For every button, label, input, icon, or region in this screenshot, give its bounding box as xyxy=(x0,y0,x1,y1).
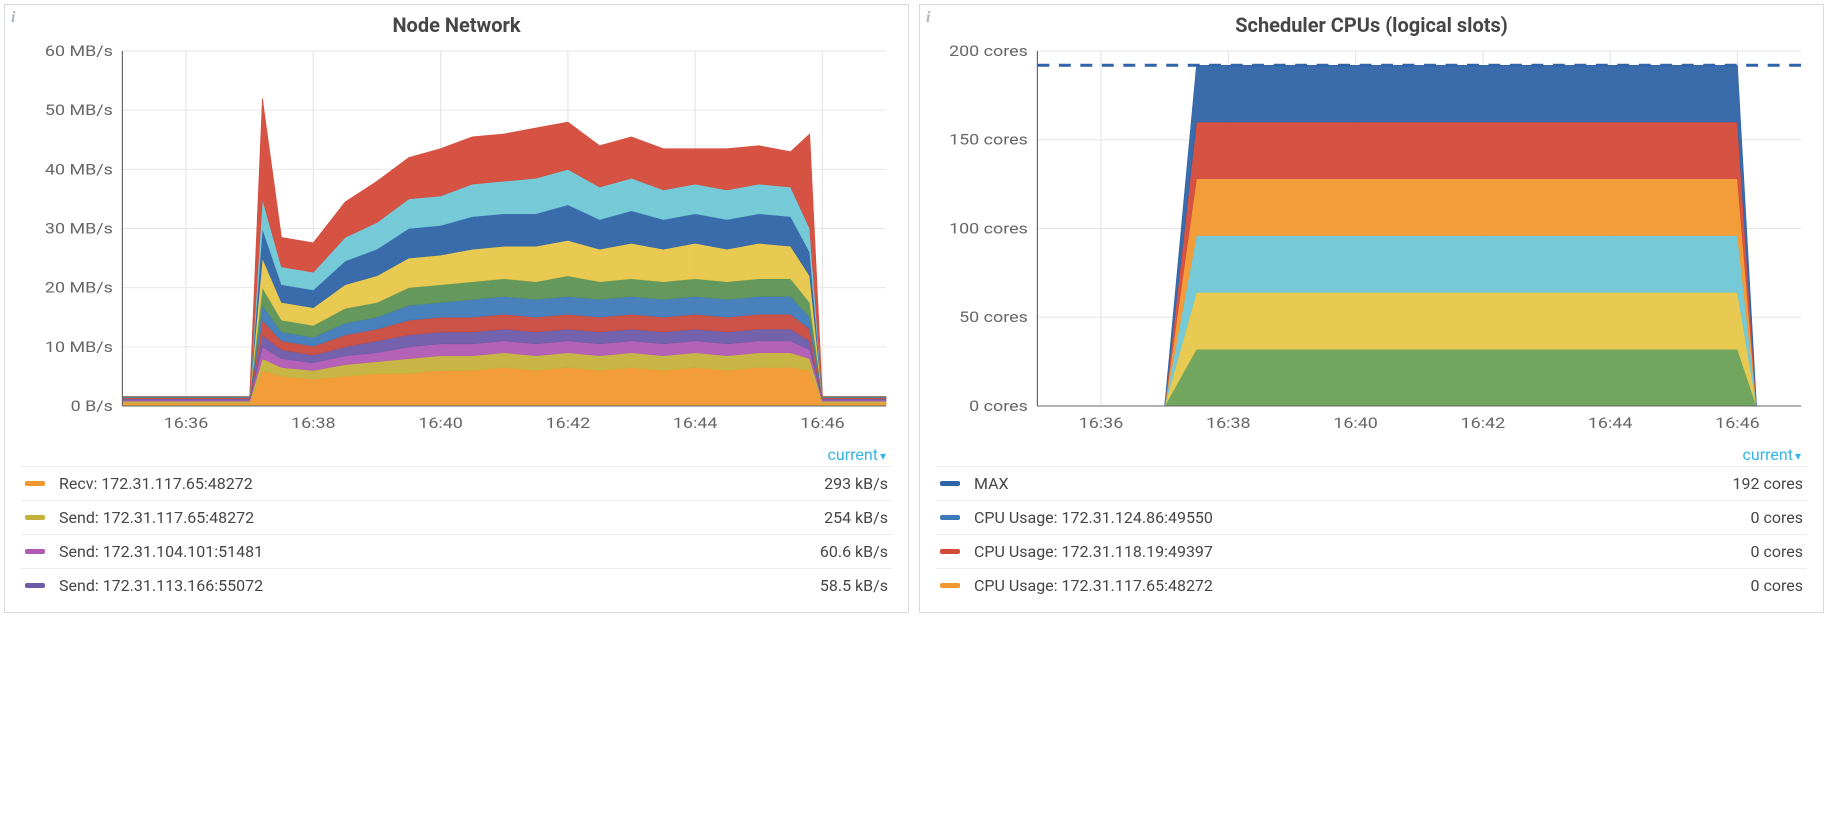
svg-text:30 MB/s: 30 MB/s xyxy=(45,221,113,238)
panel-node-network: i Node Network 0 B/s 10 MB/s 20 MB/s 30 MB/… xyxy=(4,4,909,613)
info-icon[interactable]: i xyxy=(11,9,15,27)
svg-text:40 MB/s: 40 MB/s xyxy=(45,162,113,179)
panel-title: Scheduler CPUs (logical slots) xyxy=(920,5,1823,41)
legend-swatch xyxy=(940,583,960,588)
legend-swatch xyxy=(25,583,45,588)
legend-row[interactable]: CPU Usage: 172.31.124.86:49550 0 cores xyxy=(936,500,1807,534)
legend-label: Send: 172.31.117.65:48272 xyxy=(59,508,824,527)
legend-swatch xyxy=(25,515,45,520)
legend-value: 58.5 kB/s xyxy=(820,576,888,595)
legend-swatch xyxy=(25,481,45,486)
legend-label: CPU Usage: 172.31.117.65:48272 xyxy=(974,576,1751,595)
legend-toggle[interactable]: current▾ xyxy=(920,441,1823,466)
legend-row[interactable]: CPU Usage: 172.31.118.19:49397 0 cores xyxy=(936,534,1807,568)
legend-label: Send: 172.31.104.101:51481 xyxy=(59,542,820,561)
legend-row[interactable]: Send: 172.31.117.65:48272 254 kB/s xyxy=(21,500,892,534)
chart-node-network[interactable]: 0 B/s 10 MB/s 20 MB/s 30 MB/s 40 MB/s 50 MB/s… xyxy=(5,41,908,441)
svg-text:16:46: 16:46 xyxy=(1715,415,1760,432)
legend-row[interactable]: MAX 192 cores xyxy=(936,466,1807,500)
legend-value: 0 cores xyxy=(1751,508,1803,527)
legend-swatch xyxy=(940,515,960,520)
legend-swatch xyxy=(25,549,45,554)
legend-value: 192 cores xyxy=(1733,474,1803,493)
svg-text:150 cores: 150 cores xyxy=(949,132,1028,149)
legend-label: CPU Usage: 172.31.118.19:49397 xyxy=(974,542,1751,561)
legend-row[interactable]: Recv: 172.31.117.65:48272 293 kB/s xyxy=(21,466,892,500)
legend-swatch xyxy=(940,481,960,486)
svg-text:16:40: 16:40 xyxy=(1333,415,1378,432)
svg-text:16:40: 16:40 xyxy=(418,415,463,432)
svg-text:20 MB/s: 20 MB/s xyxy=(45,280,113,297)
legend-toggle-label: current xyxy=(828,445,878,464)
chevron-down-icon: ▾ xyxy=(880,449,886,463)
legend-value: 60.6 kB/s xyxy=(820,542,888,561)
legend-row[interactable]: Send: 172.31.113.166:55072 58.5 kB/s xyxy=(21,568,892,602)
svg-text:0 cores: 0 cores xyxy=(969,398,1028,415)
svg-text:200 cores: 200 cores xyxy=(949,43,1028,60)
svg-text:16:38: 16:38 xyxy=(1206,415,1251,432)
svg-text:16:38: 16:38 xyxy=(291,415,336,432)
panel-scheduler-cpus: i Scheduler CPUs (logical slots) 0 cores… xyxy=(919,4,1824,613)
legend-row[interactable]: CPU Usage: 172.31.117.65:48272 0 cores xyxy=(936,568,1807,602)
svg-text:16:44: 16:44 xyxy=(673,415,718,432)
legend-toggle[interactable]: current▾ xyxy=(5,441,908,466)
svg-text:16:42: 16:42 xyxy=(1461,415,1506,432)
svg-text:50 MB/s: 50 MB/s xyxy=(45,102,113,119)
svg-text:16:36: 16:36 xyxy=(164,415,209,432)
legend-row[interactable]: Send: 172.31.104.101:51481 60.6 kB/s xyxy=(21,534,892,568)
panel-title: Node Network xyxy=(5,5,908,41)
svg-text:10 MB/s: 10 MB/s xyxy=(45,339,113,356)
legend-label: MAX xyxy=(974,474,1733,493)
legend-label: Recv: 172.31.117.65:48272 xyxy=(59,474,824,493)
chart-scheduler-cpus[interactable]: 0 cores 50 cores 100 cores 150 cores 200 cor… xyxy=(920,41,1823,441)
legend-value: 0 cores xyxy=(1751,576,1803,595)
svg-text:50 cores: 50 cores xyxy=(959,310,1028,327)
legend-label: Send: 172.31.113.166:55072 xyxy=(59,576,820,595)
svg-text:0 B/s: 0 B/s xyxy=(71,398,113,415)
legend-toggle-label: current xyxy=(1743,445,1793,464)
svg-text:16:44: 16:44 xyxy=(1588,415,1633,432)
svg-text:16:42: 16:42 xyxy=(546,415,591,432)
legend-value: 0 cores xyxy=(1751,542,1803,561)
legend: Recv: 172.31.117.65:48272 293 kB/s Send:… xyxy=(5,466,908,612)
chevron-down-icon: ▾ xyxy=(1795,449,1801,463)
info-icon[interactable]: i xyxy=(926,9,930,27)
legend-value: 293 kB/s xyxy=(824,474,888,493)
svg-text:100 cores: 100 cores xyxy=(949,221,1028,238)
svg-text:16:46: 16:46 xyxy=(800,415,845,432)
svg-text:16:36: 16:36 xyxy=(1079,415,1124,432)
legend-label: CPU Usage: 172.31.124.86:49550 xyxy=(974,508,1751,527)
svg-text:60 MB/s: 60 MB/s xyxy=(45,43,113,60)
legend: MAX 192 cores CPU Usage: 172.31.124.86:4… xyxy=(920,466,1823,612)
legend-swatch xyxy=(940,549,960,554)
legend-value: 254 kB/s xyxy=(824,508,888,527)
